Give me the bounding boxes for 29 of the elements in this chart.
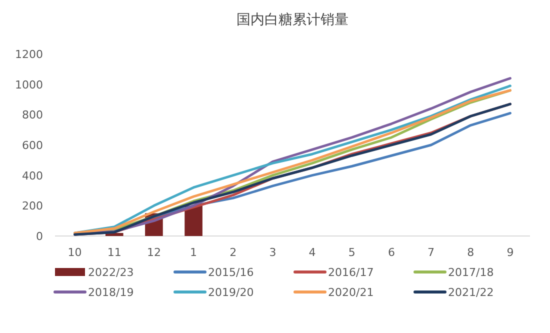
y-tick-label: 600 <box>22 139 43 152</box>
x-tick-label: 9 <box>506 246 514 259</box>
legend-label: 2015/16 <box>208 266 254 279</box>
x-tick-label: 2 <box>230 246 237 259</box>
y-tick-label: 200 <box>22 200 43 213</box>
y-tick-label: 1200 <box>15 48 43 61</box>
legend-label: 2017/18 <box>448 266 494 279</box>
legend-label: 2022/23 <box>88 266 134 279</box>
legend-label: 2020/21 <box>328 286 374 299</box>
legend-label: 2021/22 <box>448 286 494 299</box>
x-tick-label: 12 <box>146 246 161 259</box>
x-tick-label: 10 <box>68 246 82 259</box>
legend-label: 2016/17 <box>328 266 374 279</box>
x-tick-label: 1 <box>190 246 198 259</box>
chart-title: 国内白糖累计销量 <box>236 12 348 28</box>
legend-label: 2018/19 <box>88 286 134 299</box>
y-tick-label: 800 <box>22 108 43 122</box>
x-tick-label: 5 <box>348 246 356 259</box>
legend-label: 2019/20 <box>208 286 254 299</box>
x-tick-label: 4 <box>308 246 316 259</box>
x-tick-label: 8 <box>467 246 474 259</box>
x-tick-label: 11 <box>107 246 122 259</box>
bar <box>184 206 202 236</box>
y-tick-label: 1000 <box>15 78 43 92</box>
x-tick-label: 3 <box>269 246 276 259</box>
y-tick-label: 0 <box>36 230 43 243</box>
y-tick-label: 400 <box>22 169 43 182</box>
x-tick-label: 7 <box>428 246 435 259</box>
x-tick-label: 6 <box>388 246 395 259</box>
